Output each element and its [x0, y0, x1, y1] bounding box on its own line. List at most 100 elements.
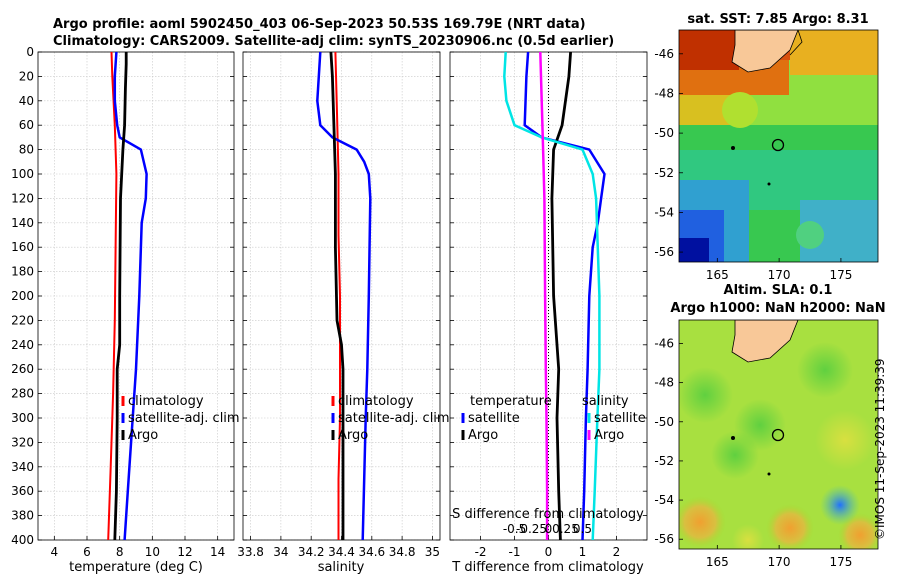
- s-tick-label: 0.25: [552, 522, 579, 536]
- temperature-xlabel: temperature (deg C): [69, 560, 203, 575]
- x-tick-label: 14: [210, 545, 225, 559]
- depth-tick-label: 240: [11, 338, 34, 352]
- sla-lat-label: -56: [654, 532, 674, 546]
- sal-diff-satellite-line: [503, 51, 601, 541]
- legend-label: Argo: [338, 428, 368, 443]
- satellite-temp-line: [113, 51, 148, 541]
- sla-lat-label: -52: [654, 454, 674, 468]
- x-tick-label: 10: [145, 545, 160, 559]
- sla-lat-label: -46: [654, 336, 674, 350]
- x-tick-label: 4: [51, 545, 59, 559]
- legend-label: Argo: [594, 428, 624, 443]
- sla-lat-label: -48: [654, 376, 674, 390]
- depth-tick-label: 260: [11, 362, 34, 376]
- depth-tick-label: 20: [19, 69, 34, 83]
- sst-argo-marker: [771, 138, 785, 152]
- climatology-sal-line: [334, 51, 341, 540]
- depth-tick-label: 0: [26, 45, 34, 59]
- sla-lon-label: 175: [829, 555, 852, 569]
- sst-map-frame: [678, 29, 879, 263]
- temp-diff-satellite-line: [523, 51, 606, 541]
- temperature-panel: 0 20 40 60 80 100 120 140 160 180 200 220 240 260 280 3…: [11, 45, 240, 575]
- legend-label: satellite: [594, 411, 646, 426]
- sla-lon-label: 170: [768, 555, 791, 569]
- depth-tick-label: 200: [11, 289, 34, 303]
- satellite-sal-line: [316, 51, 372, 541]
- x-tick-label: 6: [83, 545, 91, 559]
- salinity-panel: 33.8 34 34.2 34.4 34.6 34.8 35 salinity climatol…: [237, 51, 450, 575]
- depth-tick-label: 160: [11, 240, 34, 254]
- depth-tick-label: 400: [11, 533, 34, 547]
- sla-map-title-line2: Argo h1000: NaN h2000: NaN: [670, 301, 885, 316]
- sst-map-axes: 165 170 175 -46 -48 -50 -52 -54 -56: [654, 47, 852, 282]
- x-tick-label: 35: [425, 545, 440, 559]
- depth-tick-label: 340: [11, 460, 34, 474]
- sst-map-image: [679, 30, 878, 262]
- legend-label: satellite-adj. clim: [128, 411, 240, 426]
- s-tick-label: 0: [545, 522, 553, 536]
- depth-tick-label: 380: [11, 509, 34, 523]
- axes-frame: [37, 51, 235, 541]
- legend-title-salinity: salinity: [582, 394, 629, 409]
- figure-title-line1: Argo profile: aoml 5902450_403 06-Sep-20…: [53, 17, 586, 32]
- sla-map-title-line1: Altim. SLA: 0.1: [724, 283, 833, 298]
- depth-tick-label: 60: [19, 118, 34, 132]
- x-tick-label: -1: [509, 545, 521, 559]
- depth-tick-label: 220: [11, 313, 34, 327]
- depth-tick-label: 120: [11, 191, 34, 205]
- x-tick-label: 1: [579, 545, 587, 559]
- sst-lat-label: -54: [654, 205, 674, 219]
- sst-lat-label: -56: [654, 245, 674, 259]
- legend-label: satellite: [468, 411, 520, 426]
- depth-tick-label: 320: [11, 435, 34, 449]
- x-tick-label: -2: [475, 545, 487, 559]
- sla-map-image: [679, 320, 878, 549]
- sla-map-axes: 165 170 175 -46 -48 -50 -52 -54 -56: [654, 336, 852, 569]
- legend-label: Argo: [468, 428, 498, 443]
- legend-label: satellite-adj. clim: [338, 411, 450, 426]
- x-tick-label: 34.4: [328, 545, 355, 559]
- sal-diff-argo-line: [539, 51, 549, 540]
- salinity-xlabel: salinity: [318, 560, 365, 575]
- depth-tick-label: 140: [11, 216, 34, 230]
- sst-map-title: sat. SST: 7.85 Argo: 8.31: [687, 12, 868, 27]
- argo-temp-line: [113, 52, 128, 541]
- legend-label: climatology: [128, 394, 204, 409]
- depth-tick-label: 280: [11, 387, 34, 401]
- sst-lon-label: 175: [829, 268, 852, 282]
- sst-lat-label: -46: [654, 47, 674, 61]
- depth-tick-label: 300: [11, 411, 34, 425]
- depth-tick-label: 40: [19, 94, 34, 108]
- sst-lon-label: 170: [768, 268, 791, 282]
- x-tick-label: 34.2: [298, 545, 325, 559]
- x-tick-label: 34: [273, 545, 288, 559]
- x-tick-label: 2: [613, 545, 621, 559]
- s-tick-label: -0.25: [516, 522, 547, 536]
- legend-title-temperature: temperature: [470, 394, 552, 409]
- temp-diff-argo-line: [550, 51, 572, 541]
- x-tick-label: 34.6: [358, 545, 385, 559]
- difference-panel: -2 -1 0 1 2T difference from climatology S di…: [449, 51, 648, 575]
- s-tick-label: 0.5: [573, 522, 592, 536]
- figure-title-line2: Climatology: CARS2009. Satellite-adj cli…: [53, 34, 614, 49]
- s-tick-label: -0.5: [503, 522, 526, 536]
- x-tick-label: 34.8: [389, 545, 416, 559]
- diff-xlabel: T difference from climatology: [451, 560, 644, 575]
- diff-s-label: S difference from climatology: [452, 507, 644, 522]
- imos-credit: ©IMOS 11-Sep-2023 11:39:39: [873, 358, 887, 540]
- climatology-temp-line: [107, 51, 118, 541]
- legend-label: Argo: [128, 428, 158, 443]
- sst-lon-label: 165: [706, 268, 729, 282]
- sla-lat-label: -54: [654, 493, 674, 507]
- legend-label: climatology: [338, 394, 414, 409]
- depth-tick-label: 360: [11, 484, 34, 498]
- x-tick-label: 33.8: [237, 545, 264, 559]
- sst-lat-label: -48: [654, 86, 674, 100]
- sla-lon-label: 165: [706, 555, 729, 569]
- depth-tick-label: 100: [11, 167, 34, 181]
- sst-lat-label: -50: [654, 126, 674, 140]
- sla-argo-marker: [771, 428, 785, 442]
- sst-lat-label: -52: [654, 166, 674, 180]
- sla-map-frame: [678, 319, 879, 550]
